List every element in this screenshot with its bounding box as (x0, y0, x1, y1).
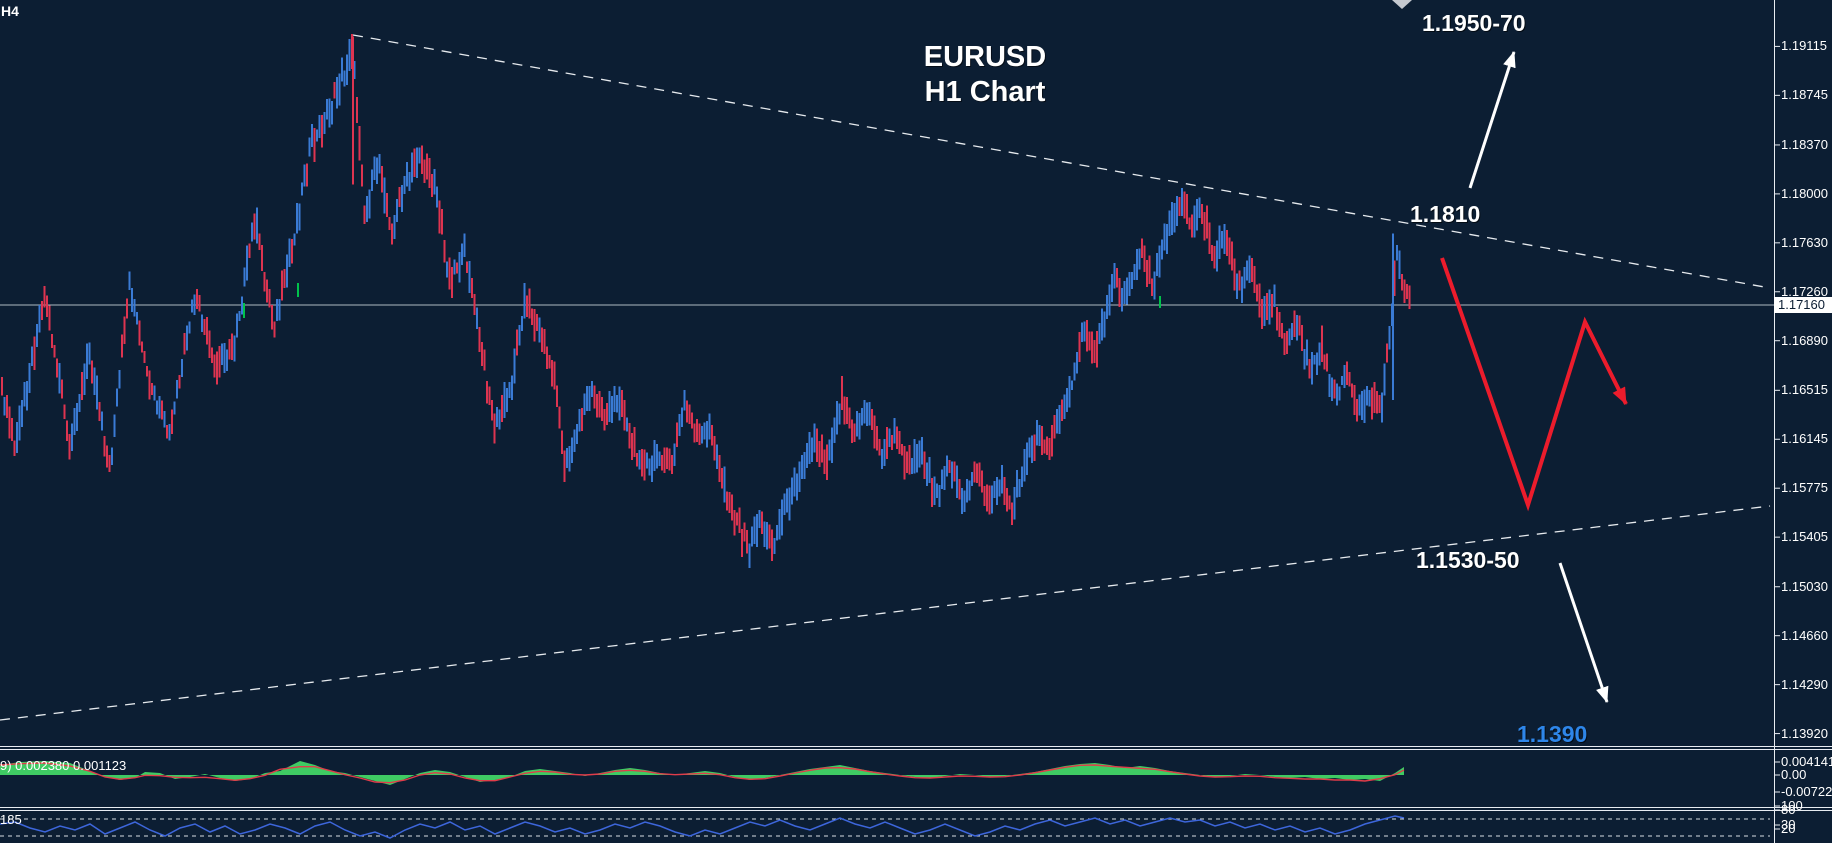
trendline-upper-resistance[interactable] (352, 34, 1771, 289)
macd-signal-line (0, 762, 1405, 784)
gray-triangle-marker (1392, 0, 1412, 9)
candlestick-series (1, 33, 1411, 569)
red-zigzag-projection[interactable] (1440, 257, 1628, 512)
white-projection-arrow-2[interactable] (1558, 562, 1609, 703)
oscillator-line (0, 815, 1405, 839)
white-projection-arrow-1[interactable] (1468, 51, 1516, 189)
trendline-lower-support[interactable] (0, 505, 1771, 721)
